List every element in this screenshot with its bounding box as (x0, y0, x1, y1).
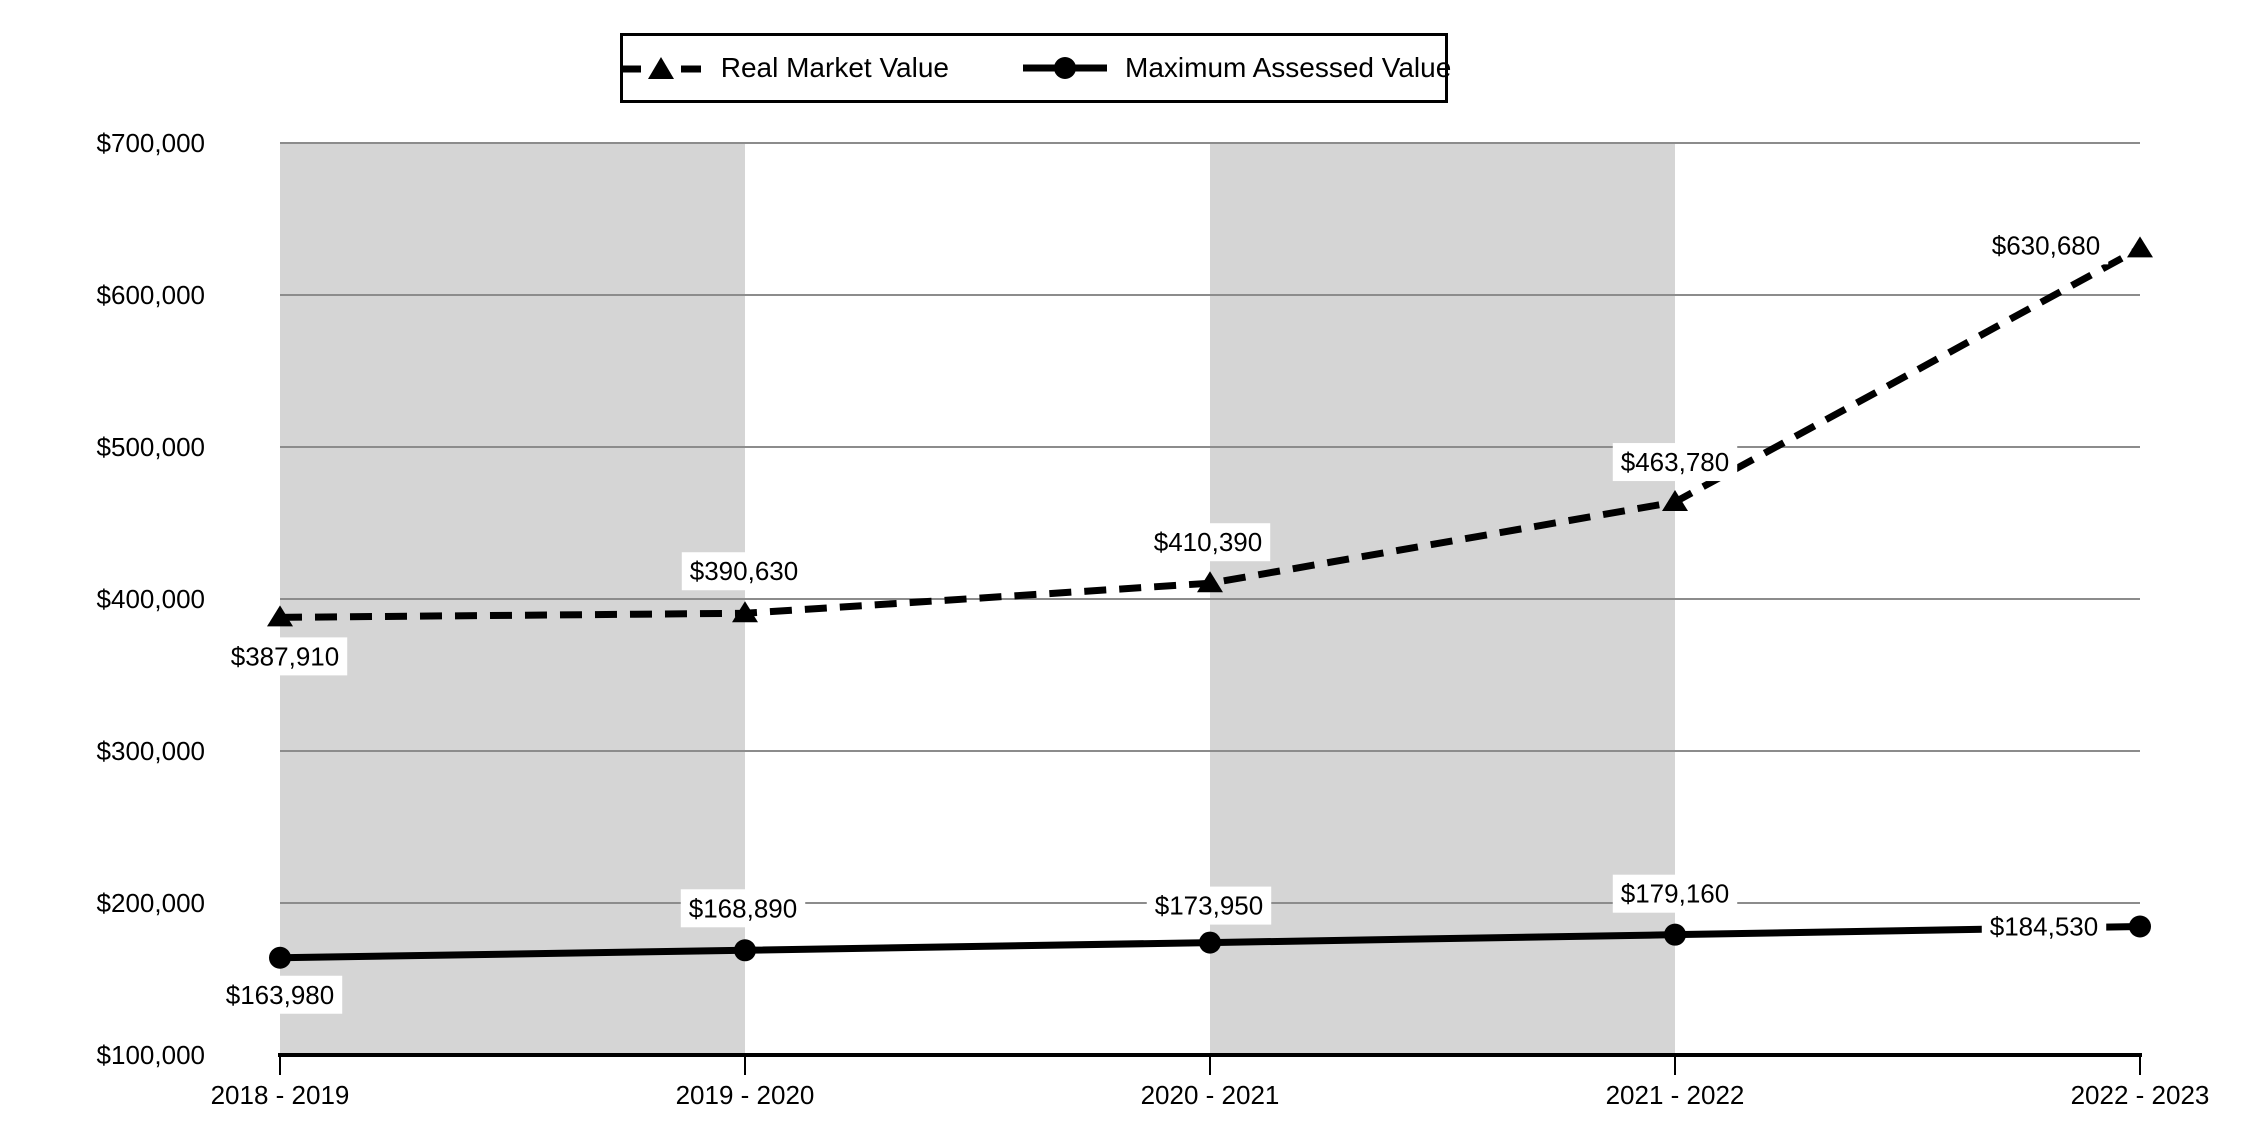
legend: Real Market Value Maximum Assessed Value (617, 33, 1451, 103)
data-label-background (222, 637, 348, 676)
triangle-marker-real-market-value (267, 605, 293, 627)
data-label-text: $387,910 (231, 641, 339, 671)
data-label-background (1983, 226, 2109, 265)
data-label-background (1612, 874, 1738, 913)
y-axis-label: $500,000 (97, 432, 205, 462)
x-axis-label: 2021 - 2022 (1606, 1080, 1745, 1110)
data-label-real-market-value: $630,680 (1983, 226, 2109, 265)
data-label-maximum-assessed-value: $179,160 (1612, 874, 1738, 913)
circle-marker-maximum-assessed-value (1664, 923, 1686, 946)
y-axis-label: $600,000 (97, 280, 205, 310)
data-label-background (1146, 886, 1272, 925)
data-label-text: $163,980 (226, 980, 334, 1010)
circle-marker-maximum-assessed-value (1199, 931, 1221, 954)
data-label-background (1981, 907, 2107, 946)
data-label-real-market-value: $463,780 (1612, 443, 1738, 482)
data-label-text: $390,630 (690, 556, 798, 586)
data-label-background (1145, 523, 1271, 562)
data-label-maximum-assessed-value: $173,950 (1146, 886, 1272, 925)
data-label-background (680, 889, 806, 928)
data-label-maximum-assessed-value: $168,890 (680, 889, 806, 928)
circle-marker-maximum-assessed-value (269, 946, 291, 969)
legend-label-real-market-value: Real Market Value (720, 52, 949, 83)
data-label-text: $173,950 (1155, 891, 1263, 921)
circle-marker-maximum-assessed-value (734, 939, 756, 962)
dashed-line-triangle-marker-icon (620, 57, 701, 79)
y-axis-label: $100,000 (97, 1040, 205, 1070)
data-label-text: $179,160 (1621, 879, 1729, 909)
data-label-background (681, 552, 807, 591)
x-axis-label: 2020 - 2021 (1141, 1080, 1280, 1110)
data-label-text: $410,390 (1154, 527, 1262, 557)
x-axis-label: 2018 - 2019 (211, 1080, 350, 1110)
data-label-text: $168,890 (689, 893, 797, 923)
data-label-real-market-value: $387,910 (222, 637, 348, 676)
legend-label-maximum-assessed-value: Maximum Assessed Value (1125, 52, 1452, 83)
circle-marker-maximum-assessed-value (2129, 915, 2151, 938)
data-label-real-market-value: $410,390 (1145, 523, 1271, 562)
data-label-real-market-value: $390,630 (681, 552, 807, 591)
solid-line-circle-marker-icon (1023, 57, 1107, 79)
data-label-background (1612, 443, 1738, 482)
data-label-text: $463,780 (1621, 447, 1729, 477)
x-axis-label: 2019 - 2020 (676, 1080, 815, 1110)
triangle-marker-real-market-value (2127, 236, 2153, 258)
data-label-text: $630,680 (1992, 230, 2100, 260)
y-axis-label: $700,000 (97, 128, 205, 158)
y-axis-label: $300,000 (97, 736, 205, 766)
data-label-background (217, 975, 343, 1014)
legend-item-real-market-value: Real Market Value (617, 52, 949, 84)
data-label-maximum-assessed-value: $163,980 (217, 975, 343, 1014)
legend-item-maximum-assessed-value: Maximum Assessed Value (1021, 52, 1451, 84)
y-axis-label: $200,000 (97, 888, 205, 918)
triangle-marker-real-market-value (1197, 571, 1223, 593)
y-axis-label: $400,000 (97, 584, 205, 614)
triangle-marker-real-market-value (732, 601, 758, 623)
x-axis-label: 2022 - 2023 (2071, 1080, 2210, 1110)
data-label-maximum-assessed-value: $184,530 (1981, 907, 2107, 946)
data-label-text: $184,530 (1990, 912, 2098, 942)
triangle-marker-real-market-value (1662, 490, 1688, 512)
